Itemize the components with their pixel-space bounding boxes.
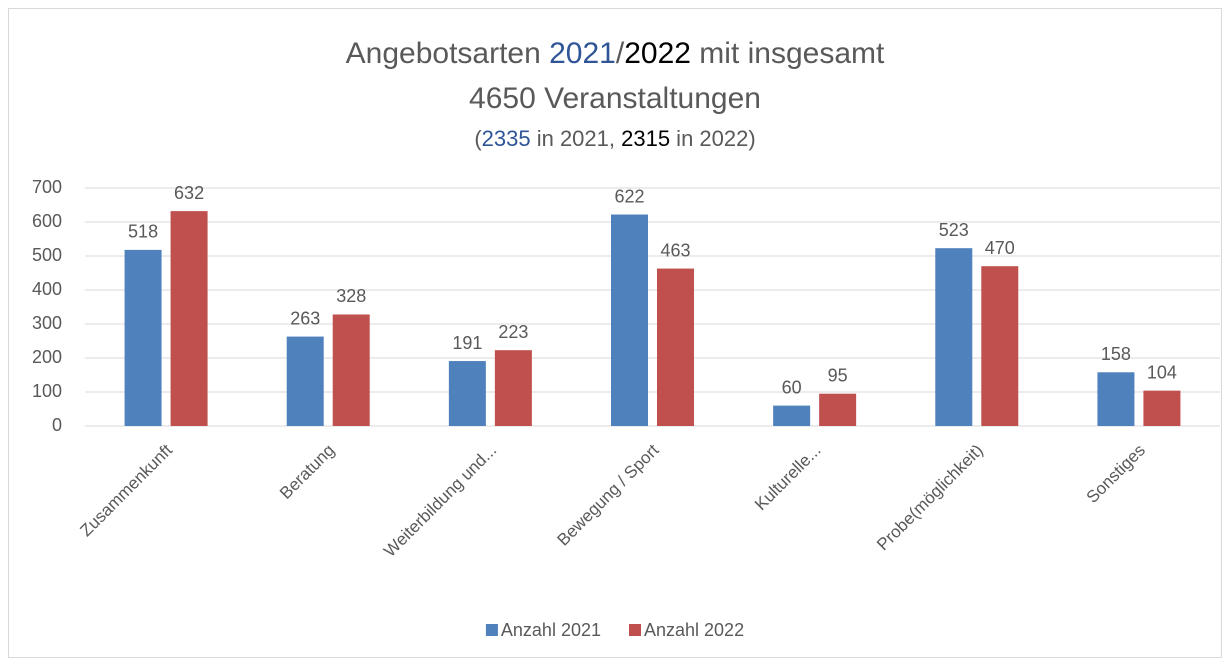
chart-subtitle-part: in 2022) — [670, 126, 756, 151]
bar — [332, 314, 370, 426]
bar — [286, 336, 324, 426]
chart-title: 4650 Veranstaltungen — [469, 82, 761, 115]
y-tick-label: 0 — [52, 415, 62, 435]
data-label: 622 — [614, 186, 644, 206]
data-label: 158 — [1101, 344, 1131, 364]
y-tick-label: 700 — [32, 177, 62, 197]
data-label: 191 — [452, 333, 482, 353]
bar — [124, 249, 162, 426]
y-tick-label: 300 — [32, 313, 62, 333]
y-tick-label: 400 — [32, 279, 62, 299]
bar — [1097, 372, 1135, 426]
chart-subtitle-part: 2315 — [621, 126, 670, 151]
chart-title-part: / — [616, 37, 625, 70]
data-label: 104 — [1147, 362, 1177, 382]
y-tick-label: 100 — [32, 381, 62, 401]
data-label: 95 — [828, 365, 848, 385]
bar — [981, 266, 1019, 426]
bar — [657, 268, 694, 426]
chart-subtitle-part: 2335 — [482, 126, 531, 151]
chart-title-part: 4650 Veranstaltungen — [469, 82, 761, 115]
data-label: 263 — [290, 308, 320, 328]
y-tick-label: 200 — [32, 347, 62, 367]
chart-title-part: 2021 — [549, 37, 616, 70]
chart-title: Angebotsarten 2021/2022 mit insgesamt — [346, 37, 885, 70]
legend-swatch — [629, 624, 641, 636]
data-label: 523 — [939, 220, 969, 240]
bar — [170, 211, 208, 426]
data-label: 470 — [985, 238, 1015, 258]
y-tick-label: 500 — [32, 245, 62, 265]
chart-title-part: mit insgesamt — [691, 37, 885, 70]
bar — [773, 405, 811, 426]
data-label: 518 — [128, 222, 158, 242]
chart-title-part: 2022 — [624, 37, 691, 70]
data-label: 463 — [660, 240, 690, 260]
legend-swatch — [485, 624, 498, 636]
bar — [1143, 390, 1181, 426]
legend: Anzahl 2021 Anzahl 2022 — [485, 620, 744, 640]
data-label: 632 — [174, 183, 204, 203]
chart-subtitle: (2335 in 2021, 2315 in 2022) — [474, 126, 755, 151]
bar — [819, 393, 857, 426]
chart-subtitle-part: in 2021, — [531, 126, 622, 151]
chart-title-part: Angebotsarten — [346, 37, 549, 70]
bar — [935, 248, 973, 426]
bar — [494, 350, 532, 426]
data-label: 328 — [336, 286, 366, 306]
legend-label: Anzahl 2022 — [644, 620, 744, 640]
legend-label: Anzahl 2021 — [501, 620, 601, 640]
chart-subtitle-part: ( — [474, 126, 482, 151]
y-tick-label: 600 — [32, 211, 62, 231]
data-label: 223 — [498, 322, 528, 342]
bar — [448, 361, 486, 426]
bar — [611, 214, 648, 426]
data-label: 60 — [782, 377, 802, 397]
